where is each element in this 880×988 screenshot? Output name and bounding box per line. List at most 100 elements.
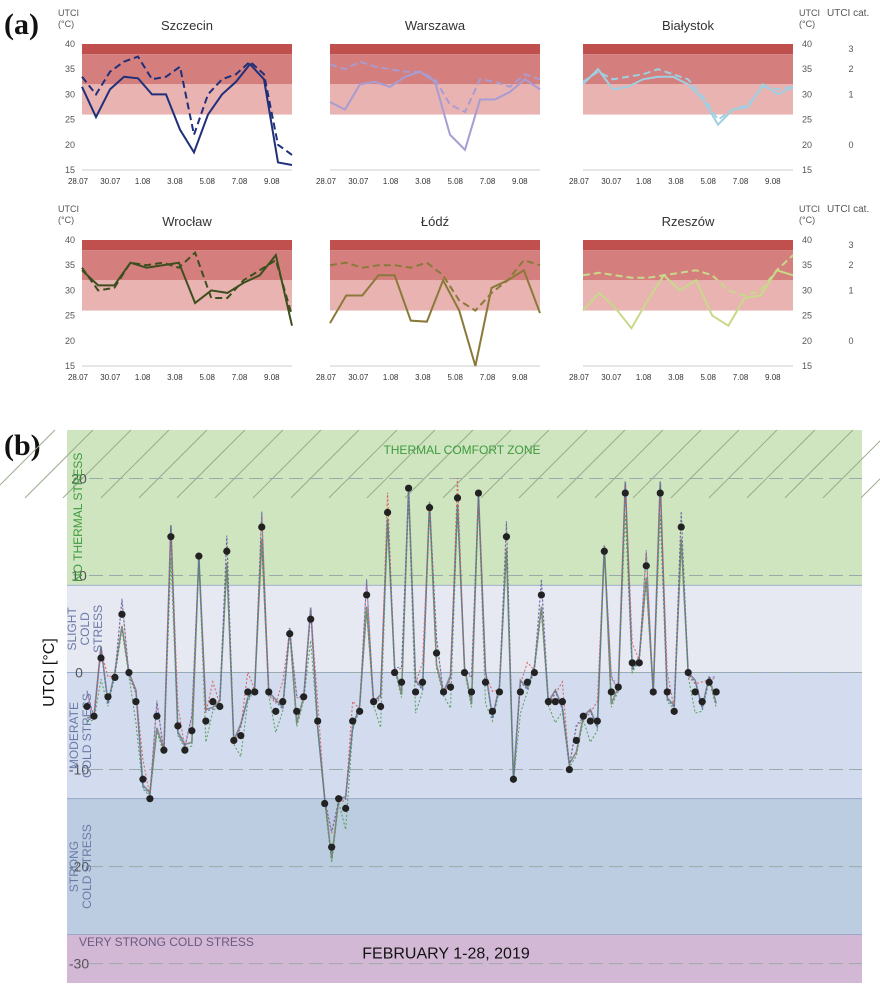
y-tick-label: 40 [802, 39, 812, 49]
data-point-marker [684, 668, 692, 677]
x-tick-label: 1.08 [383, 373, 399, 382]
y-tick-label: 30 [65, 285, 75, 295]
category-tick-label: 1 [848, 89, 853, 99]
data-point-marker [467, 688, 476, 696]
data-point-marker [453, 494, 462, 502]
x-tick-label: 1.08 [636, 373, 652, 382]
data-point-marker [649, 688, 657, 696]
series-line-2 [86, 491, 717, 863]
data-point-marker [258, 523, 266, 531]
data-point-marker [523, 678, 532, 686]
data-point-marker [83, 702, 91, 711]
y-axis-title: UTCI (°C) [799, 204, 820, 225]
data-point-marker [384, 508, 392, 517]
panel-b-utci-chart: -30 -20 -10 0 10 20 THERMAL COMFORT ZONE NO THE… [0, 429, 880, 983]
hatch-line [784, 429, 854, 499]
series-line-3 [86, 483, 717, 832]
data-point-marker [314, 717, 322, 725]
small-chart-rzeszów: Rzeszów 15 20 25 30 35 40 UTCI (°C) UTCI cat. 0 1 2 3… [569, 204, 869, 382]
zone-moderate-cold-stress [67, 672, 862, 799]
data-point-marker [349, 717, 357, 725]
category-tick-label: 2 [848, 64, 853, 74]
x-tick-label: 30.07 [601, 373, 622, 382]
y-tick-label: 15 [802, 165, 812, 175]
data-point-marker [705, 678, 713, 686]
data-point-marker [432, 649, 441, 657]
utci-band-strong [583, 250, 793, 281]
x-tick-label: 5.08 [199, 373, 215, 382]
hatch-line [214, 429, 284, 499]
x-tick-label: 30.07 [100, 177, 121, 186]
series-line-dashed [81, 250, 293, 316]
hatch-line [708, 429, 778, 499]
chart-title: FEBRUARY 1-28, 2019 [362, 946, 530, 963]
x-tick-label: 3.08 [415, 177, 431, 186]
data-point-marker [328, 843, 336, 851]
utci-band-extreme [330, 240, 540, 251]
y-tick-label: 25 [802, 115, 812, 125]
chart-title: Łódź [421, 214, 449, 229]
data-point-marker [474, 489, 483, 497]
x-tick-label: 9.08 [512, 373, 528, 382]
zone-label-thermal-comfort: THERMAL COMFORT ZONE [383, 443, 540, 457]
x-tick-label: 5.08 [199, 177, 215, 186]
x-tick-label: 7.08 [733, 373, 749, 382]
data-point-marker [139, 775, 147, 783]
data-point-marker [565, 765, 573, 774]
data-point-marker [579, 712, 587, 720]
x-tick-label: 7.08 [480, 373, 496, 382]
hatch-line [594, 429, 664, 499]
x-tick-label: 9.08 [264, 177, 280, 186]
y-tick-label: 20 [65, 140, 75, 150]
y-axis-title: UTCI (°C) [58, 204, 79, 225]
data-point-marker [642, 562, 650, 570]
data-point-marker [356, 707, 364, 715]
data-point-marker [300, 693, 308, 701]
y-tick-label: 30 [802, 89, 812, 99]
data-point-marker [572, 736, 580, 745]
utci-band-extreme [82, 44, 292, 55]
utci-band-moderate [82, 84, 292, 115]
hatch-line [480, 429, 550, 499]
panel-label-a: (a) [4, 8, 39, 41]
data-point-marker [418, 678, 427, 686]
utci-band-extreme [583, 240, 793, 251]
y-tick-label: 35 [65, 64, 75, 74]
y-tick-label: 20 [802, 140, 812, 150]
series-line-dashed [329, 60, 541, 114]
utci-band-extreme [330, 44, 540, 55]
y-tick-label: 15 [802, 361, 812, 371]
category-tick-label: 0 [848, 336, 853, 346]
y-tick-label: 35 [802, 64, 812, 74]
small-chart-warszawa: Warszawa 28.07 30.07 1.08 3.08 5.08 7.08 9.08 [316, 18, 541, 186]
data-point-marker [174, 722, 182, 730]
category-tick-label: 0 [848, 140, 853, 150]
data-point-marker [677, 523, 685, 531]
data-point-marker [530, 668, 539, 677]
y-tick-label: -30 [69, 956, 89, 972]
utci-band-moderate [330, 84, 540, 115]
y-tick-label: 35 [65, 260, 75, 270]
data-point-marker [691, 688, 699, 696]
data-point-marker [614, 683, 622, 691]
x-tick-label: 5.08 [700, 177, 716, 186]
y-tick-label: 40 [802, 235, 812, 245]
data-point-marker [712, 688, 720, 696]
x-tick-label: 30.07 [601, 177, 622, 186]
y-tick-label: 20 [71, 471, 87, 487]
hatch-line [290, 429, 360, 499]
utci-band-strong [330, 250, 540, 281]
x-tick-label: 7.08 [232, 373, 248, 382]
x-tick-label: 30.07 [348, 373, 369, 382]
data-point-marker [607, 688, 615, 696]
data-point-marker [516, 688, 525, 696]
data-point-marker [363, 591, 371, 599]
hatch-line [556, 429, 626, 499]
small-chart-szczecin: Szczecin 15 20 25 30 35 40 UTCI (°C) 28.07 30.07 1.… [58, 8, 293, 186]
hatch-line [0, 429, 56, 486]
data-point-marker [111, 673, 119, 681]
panel-label-b: (b) [4, 429, 41, 462]
data-point-marker [132, 698, 140, 706]
data-point-marker [370, 698, 378, 706]
data-point-marker [181, 746, 189, 754]
